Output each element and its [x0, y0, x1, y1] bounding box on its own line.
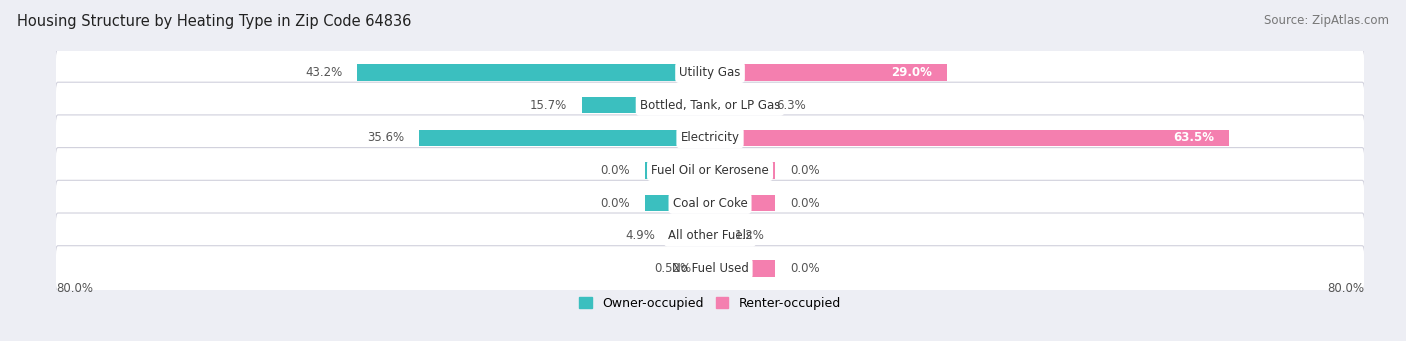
Bar — [710, 64, 948, 80]
Bar — [710, 261, 776, 277]
Text: 0.0%: 0.0% — [790, 262, 820, 275]
Text: Electricity: Electricity — [681, 131, 740, 144]
Bar — [710, 162, 776, 179]
Text: 0.0%: 0.0% — [790, 197, 820, 210]
Bar — [706, 261, 710, 277]
Bar — [710, 195, 776, 211]
Text: 6.3%: 6.3% — [776, 99, 806, 112]
FancyBboxPatch shape — [55, 82, 1365, 128]
Text: 35.6%: 35.6% — [367, 131, 405, 144]
Bar — [644, 195, 710, 211]
Bar — [419, 130, 710, 146]
Bar — [357, 64, 710, 80]
Bar — [582, 97, 710, 113]
Bar — [644, 162, 710, 179]
Text: Coal or Coke: Coal or Coke — [672, 197, 748, 210]
Text: 4.9%: 4.9% — [626, 229, 655, 242]
Text: All other Fuels: All other Fuels — [668, 229, 752, 242]
FancyBboxPatch shape — [55, 246, 1365, 292]
Text: Fuel Oil or Kerosene: Fuel Oil or Kerosene — [651, 164, 769, 177]
FancyBboxPatch shape — [55, 49, 1365, 95]
Text: 80.0%: 80.0% — [56, 282, 93, 295]
FancyBboxPatch shape — [55, 148, 1365, 193]
Text: 0.0%: 0.0% — [600, 197, 630, 210]
Text: 15.7%: 15.7% — [530, 99, 567, 112]
Text: 0.0%: 0.0% — [790, 164, 820, 177]
Text: Bottled, Tank, or LP Gas: Bottled, Tank, or LP Gas — [640, 99, 780, 112]
Text: Utility Gas: Utility Gas — [679, 66, 741, 79]
Text: 80.0%: 80.0% — [1327, 282, 1364, 295]
Text: 0.52%: 0.52% — [654, 262, 692, 275]
Text: 1.2%: 1.2% — [734, 229, 765, 242]
Bar — [710, 228, 720, 244]
Text: 0.0%: 0.0% — [600, 164, 630, 177]
Text: No Fuel Used: No Fuel Used — [672, 262, 748, 275]
FancyBboxPatch shape — [55, 213, 1365, 259]
Text: 63.5%: 63.5% — [1173, 131, 1215, 144]
Bar — [710, 130, 1229, 146]
Text: Housing Structure by Heating Type in Zip Code 64836: Housing Structure by Heating Type in Zip… — [17, 14, 411, 29]
Text: 29.0%: 29.0% — [891, 66, 932, 79]
Bar — [710, 97, 762, 113]
FancyBboxPatch shape — [55, 115, 1365, 161]
Text: Source: ZipAtlas.com: Source: ZipAtlas.com — [1264, 14, 1389, 27]
Text: 43.2%: 43.2% — [305, 66, 342, 79]
Bar — [671, 228, 710, 244]
Legend: Owner-occupied, Renter-occupied: Owner-occupied, Renter-occupied — [575, 292, 845, 315]
FancyBboxPatch shape — [55, 180, 1365, 226]
